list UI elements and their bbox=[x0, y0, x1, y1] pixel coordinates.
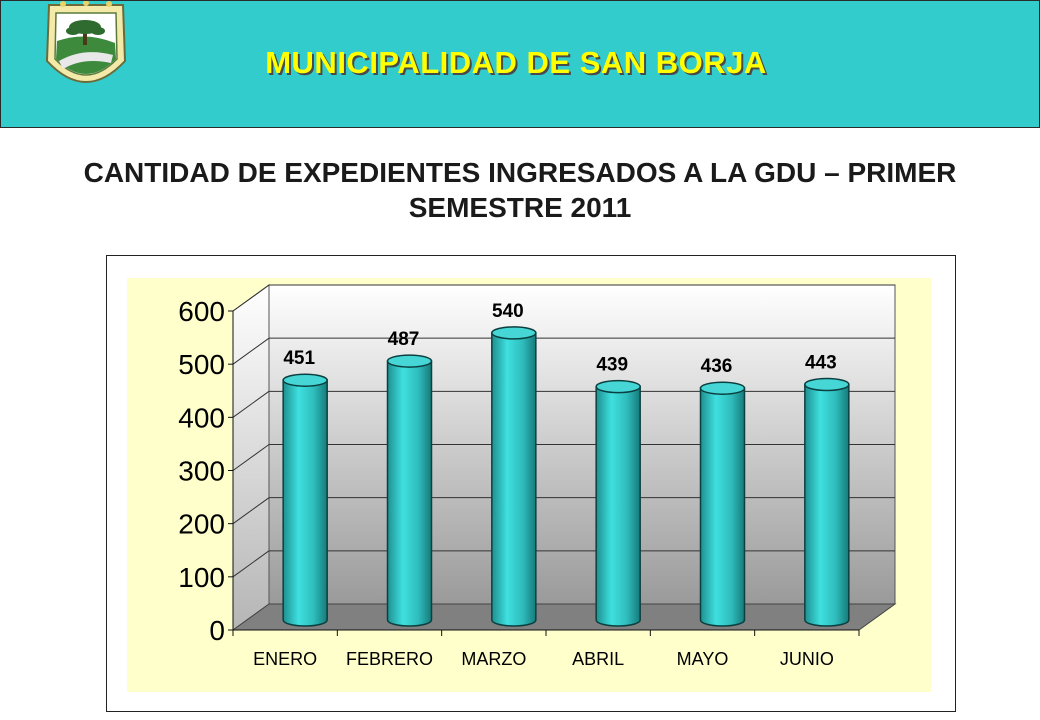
x-tick-label: FEBRERO bbox=[346, 649, 433, 669]
bar bbox=[699, 387, 746, 627]
org-name: MUNICIPALIDAD DE SAN BORJA bbox=[265, 45, 767, 80]
y-tick-label: 300 bbox=[178, 456, 225, 487]
y-tick-label: 600 bbox=[178, 296, 225, 327]
header-band: MUNICIPALIDAD DE SAN BORJA bbox=[0, 0, 1040, 128]
x-tick-label: MARZO bbox=[461, 649, 526, 669]
municipal-crest-icon bbox=[43, 0, 129, 98]
data-label: 451 bbox=[283, 348, 315, 369]
data-label: 439 bbox=[596, 355, 628, 376]
bar-top bbox=[386, 354, 433, 368]
gridline bbox=[232, 497, 270, 525]
chart-floor bbox=[231, 603, 897, 631]
bar bbox=[386, 360, 433, 627]
bar-top bbox=[282, 373, 328, 387]
bar bbox=[595, 385, 641, 627]
gridline bbox=[232, 444, 270, 471]
y-tick-label: 500 bbox=[178, 349, 225, 380]
data-label: 443 bbox=[805, 352, 837, 373]
bar-top bbox=[699, 381, 746, 395]
bar-top bbox=[804, 377, 850, 392]
gridline bbox=[232, 390, 270, 418]
bar-top bbox=[595, 379, 641, 394]
bar bbox=[804, 383, 850, 627]
gridline bbox=[232, 550, 270, 578]
bar-chart: 0 100 200 300 400 500 600 451 ENERO 487 FEBRERO 540… bbox=[127, 278, 931, 692]
bar bbox=[282, 379, 328, 627]
y-tick-label: 100 bbox=[178, 562, 225, 593]
bar-top bbox=[491, 326, 537, 340]
chart-frame: 0 100 200 300 400 500 600 451 ENERO 487 FEBRERO 540… bbox=[106, 255, 956, 712]
gridline bbox=[232, 337, 270, 365]
data-label: 487 bbox=[388, 329, 420, 350]
x-tick-label: ABRIL bbox=[572, 649, 624, 669]
x-tick-label: MAYO bbox=[677, 649, 729, 669]
data-label: 436 bbox=[701, 356, 733, 377]
y-tick-label: 200 bbox=[178, 509, 225, 540]
x-tick-label: ENERO bbox=[253, 649, 317, 669]
y-tick-label: 0 bbox=[209, 615, 225, 646]
chart-title: CANTIDAD DE EXPEDIENTES INGRESADOS A LA … bbox=[83, 157, 957, 223]
x-tick-label: JUNIO bbox=[780, 649, 834, 669]
data-label: 540 bbox=[492, 301, 524, 322]
y-tick-label: 400 bbox=[178, 402, 225, 433]
bar bbox=[491, 332, 537, 627]
gridline bbox=[232, 284, 270, 312]
